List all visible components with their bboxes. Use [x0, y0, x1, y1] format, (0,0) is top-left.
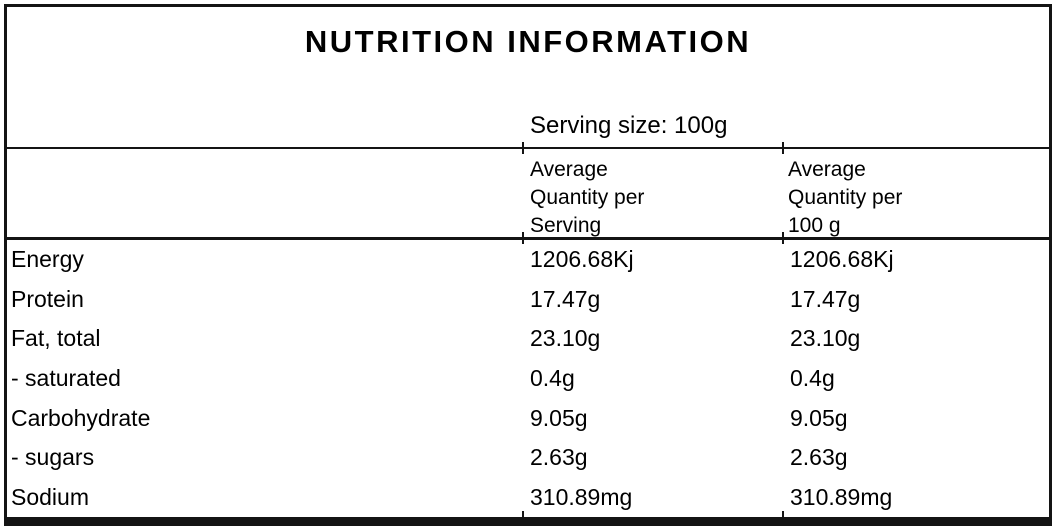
value-per-serving: 23.10g — [530, 325, 601, 352]
value-per-serving: 9.05g — [530, 404, 588, 431]
column-tick — [522, 142, 524, 154]
nutrient-name: Protein — [11, 285, 84, 312]
value-per-100g: 17.47g — [790, 285, 861, 312]
table-row-sodium: Sodium 310.89mg 310.89mg — [7, 477, 1049, 517]
value-per-100g: 310.89mg — [790, 483, 893, 510]
value-per-100g: 2.63g — [790, 444, 848, 471]
value-per-serving: 17.47g — [530, 285, 601, 312]
value-per-100g: 23.10g — [790, 325, 861, 352]
value-per-100g: 0.4g — [790, 365, 835, 392]
column-header-per-serving: Average Quantity per Serving — [530, 158, 645, 237]
nutrition-title: NUTRITION INFORMATION — [304, 24, 752, 59]
column-header-per-100g: Average Quantity per 100 g — [788, 158, 903, 237]
serving-size-text: Serving size: 100g — [530, 112, 728, 139]
column-tick — [522, 511, 524, 523]
nutrient-name: Energy — [11, 246, 84, 273]
value-per-100g: 9.05g — [790, 404, 848, 431]
rule-table-bottom — [7, 517, 1049, 523]
table-row-energy: Energy 1206.68Kj 1206.68Kj — [7, 240, 1049, 280]
nutrient-name: - saturated — [11, 365, 121, 392]
column-tick — [782, 142, 784, 154]
column-tick — [782, 232, 784, 244]
table-row-fat-total: Fat, total 23.10g 23.10g — [7, 319, 1049, 359]
column-tick — [782, 511, 784, 523]
value-per-serving: 0.4g — [530, 365, 575, 392]
table-row-sugars: - sugars 2.63g 2.63g — [7, 438, 1049, 478]
value-per-serving: 310.89mg — [530, 483, 633, 510]
table-row-carbohydrate: Carbohydrate 9.05g 9.05g — [7, 398, 1049, 438]
value-per-serving: 2.63g — [530, 444, 588, 471]
nutrient-name: - sugars — [11, 444, 95, 471]
nutrition-table-body: Energy 1206.68Kj 1206.68Kj Protein 17.47… — [7, 240, 1049, 517]
table-row-saturated: - saturated 0.4g 0.4g — [7, 359, 1049, 399]
value-per-100g: 1206.68Kj — [790, 246, 894, 273]
nutrient-name: Fat, total — [11, 325, 101, 352]
column-tick — [522, 232, 524, 244]
value-per-serving: 1206.68Kj — [530, 246, 634, 273]
rule-below-header — [7, 237, 1049, 240]
nutrient-name: Carbohydrate — [11, 404, 151, 431]
rule-below-serving-size — [7, 147, 1049, 149]
table-row-protein: Protein 17.47g 17.47g — [7, 280, 1049, 320]
nutrient-name: Sodium — [11, 483, 89, 510]
